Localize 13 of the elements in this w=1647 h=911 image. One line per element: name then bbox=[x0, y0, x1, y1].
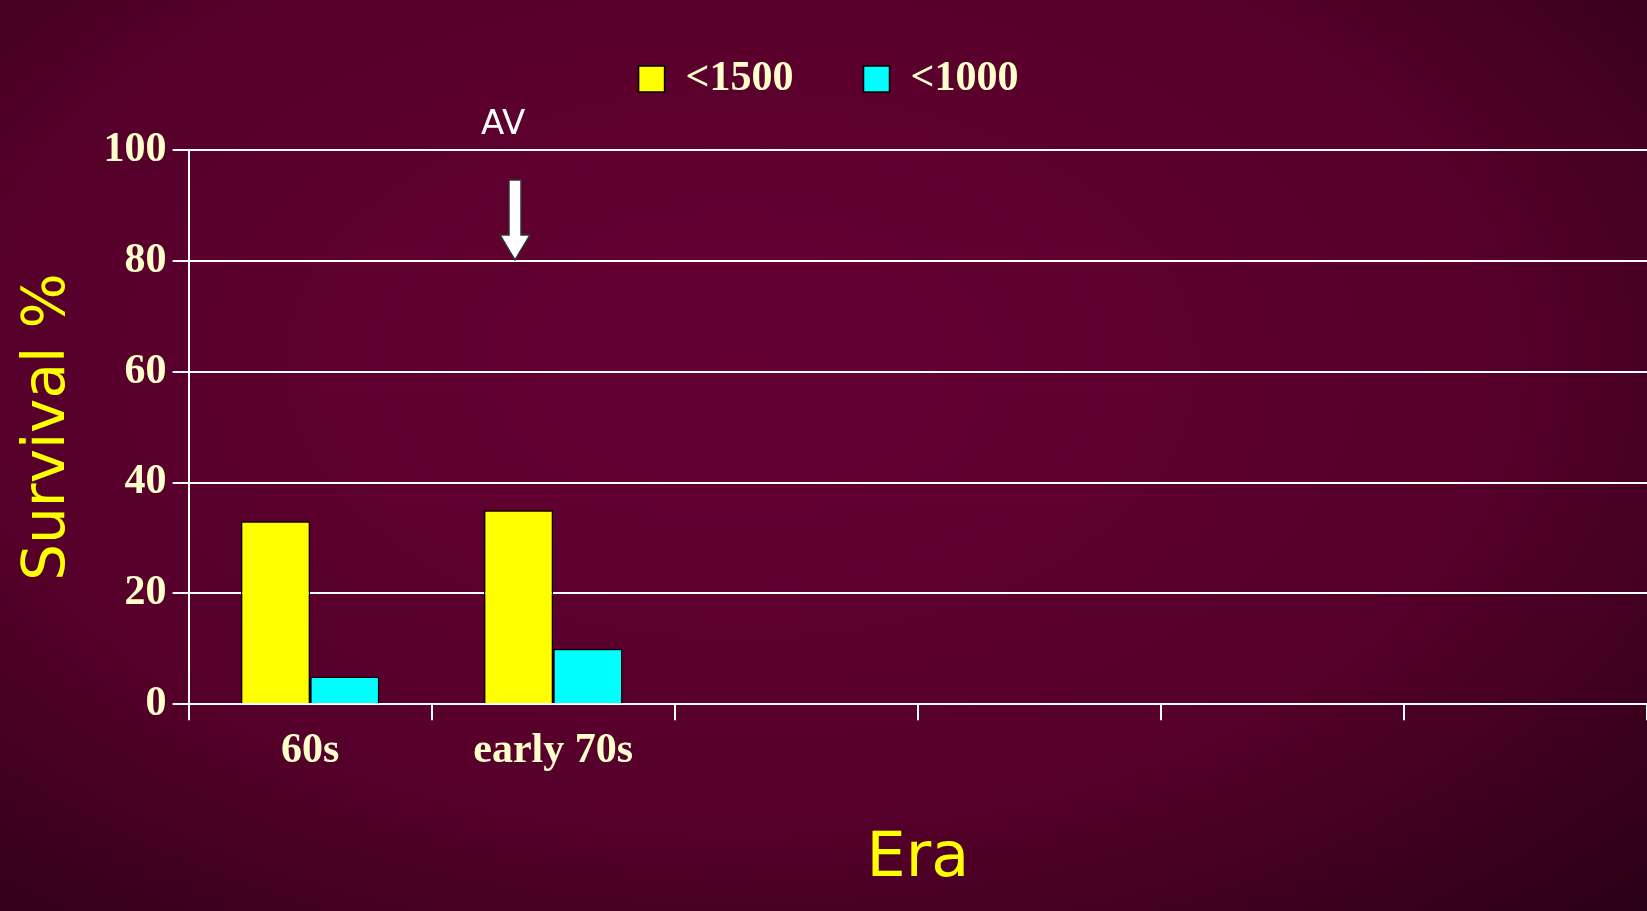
y-axis-title: Survival % bbox=[9, 273, 78, 581]
x-axis-title: Era bbox=[866, 817, 970, 891]
legend-label: <1500 bbox=[685, 52, 794, 99]
y-tick-label: 80 bbox=[124, 234, 167, 281]
y-tick-label: 100 bbox=[103, 123, 167, 170]
legend-label: <1000 bbox=[910, 52, 1019, 99]
x-tick-label: early 70s bbox=[473, 725, 634, 772]
y-tick-label: 0 bbox=[145, 678, 167, 725]
y-tick-label: 40 bbox=[124, 456, 167, 503]
y-tick-label: 60 bbox=[124, 345, 167, 392]
y-tick-label: 20 bbox=[124, 567, 167, 614]
x-tick-label: 60s bbox=[280, 725, 340, 772]
text: AV bbox=[481, 101, 526, 142]
